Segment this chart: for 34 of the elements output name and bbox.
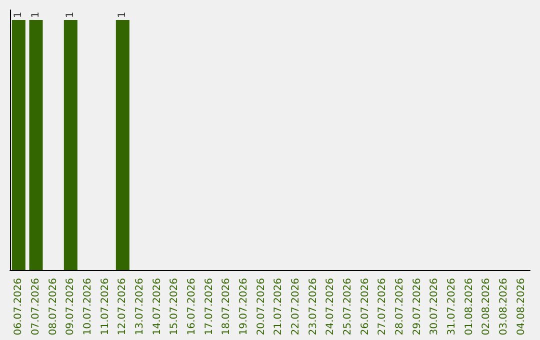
x-tick-label: 29.07.2026 xyxy=(412,278,423,336)
x-tick-label: 12.07.2026 xyxy=(117,278,128,336)
x-tick-label: 31.07.2026 xyxy=(446,278,458,336)
x-tick-label: 30.07.2026 xyxy=(429,278,440,336)
x-tick-label: 10.07.2026 xyxy=(82,278,94,336)
x-tick-label: 23.07.2026 xyxy=(308,278,319,336)
x-tick-label: 25.07.2026 xyxy=(342,278,354,336)
x-tick-label: 08.07.2026 xyxy=(48,278,59,336)
x-tick-label: 20.07.2026 xyxy=(256,278,267,336)
x-tick-label: 01.08.2026 xyxy=(464,278,475,336)
x-tick-label: 13.07.2026 xyxy=(134,278,146,336)
x-tick-label: 26.07.2026 xyxy=(360,278,371,336)
x-tick-label: 19.07.2026 xyxy=(238,278,250,336)
x-tick-label: 28.07.2026 xyxy=(394,278,406,336)
x-tick-label: 04.08.2026 xyxy=(516,278,527,336)
x-tick-label: 22.07.2026 xyxy=(290,278,302,336)
data-label: 1 xyxy=(13,12,24,18)
x-tick-label: 11.07.2026 xyxy=(100,278,111,336)
x-tick-label: 17.07.2026 xyxy=(204,278,215,336)
data-label: 1 xyxy=(117,12,128,18)
x-tick-label: 06.07.2026 xyxy=(13,278,24,336)
x-tick-label: 03.08.2026 xyxy=(498,278,510,336)
x-tick-label: 07.07.2026 xyxy=(30,278,42,336)
x-tick-label: 21.07.2026 xyxy=(273,278,284,336)
x-tick-label: 18.07.2026 xyxy=(221,278,232,336)
x-tick-label: 09.07.2026 xyxy=(65,278,76,336)
x-tick-label: 24.07.2026 xyxy=(325,278,336,336)
data-label: 1 xyxy=(65,12,76,18)
x-tick-label: 16.07.2026 xyxy=(186,278,198,336)
x-tick-label: 02.08.2026 xyxy=(481,278,492,336)
x-tick-label: 15.07.2026 xyxy=(169,278,180,336)
data-label: 1 xyxy=(30,12,42,18)
x-tick-label: 14.07.2026 xyxy=(152,278,163,336)
x-tick-label: 27.07.2026 xyxy=(377,278,388,336)
